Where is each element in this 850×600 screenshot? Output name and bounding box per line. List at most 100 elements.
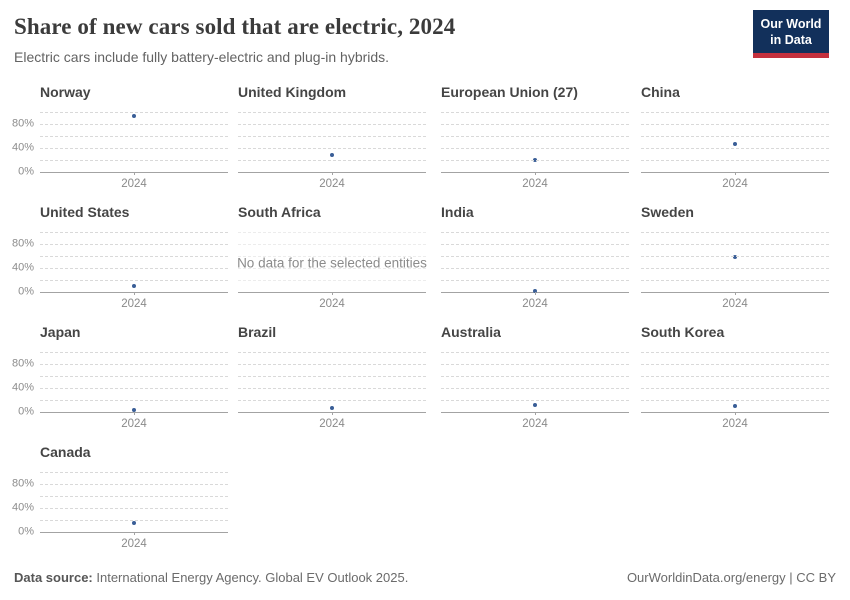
gridline-40pct: [441, 388, 629, 389]
data-point[interactable]: [132, 408, 136, 413]
facet-title: South Korea: [641, 324, 725, 340]
gridline-80pct: [441, 124, 629, 125]
data-point[interactable]: [132, 114, 136, 119]
gridline-40pct: [238, 388, 426, 389]
page-title: Share of new cars sold that are electric…: [14, 14, 456, 39]
gridline-20pct: [441, 160, 629, 161]
x-axis-tick: [332, 172, 333, 175]
gridline-20pct: [641, 400, 829, 401]
gridline-100pct: [441, 112, 629, 113]
data-source-label: Data source:: [14, 570, 93, 585]
gridline-80pct: [238, 244, 426, 245]
facet-plot: 2024: [238, 352, 426, 430]
gridline-100pct: [40, 112, 228, 113]
gridline-80pct: [238, 364, 426, 365]
gridline-40pct: [40, 388, 228, 389]
gridline-100pct: [441, 352, 629, 353]
facet-title: Japan: [40, 324, 81, 340]
facet: South Korea 2024: [641, 324, 829, 430]
x-axis-tick: [535, 292, 536, 295]
facet-title: United Kingdom: [238, 84, 347, 100]
x-axis-tick: [134, 412, 135, 415]
data-point[interactable]: [330, 153, 334, 158]
y-axis-tick-label: 40%: [11, 261, 34, 274]
credit-link[interactable]: OurWorldinData.org/energy | CC BY: [626, 570, 836, 585]
facet-title: United States: [40, 204, 130, 220]
data-point[interactable]: [733, 141, 737, 146]
gridline-100pct: [641, 112, 829, 113]
data-point[interactable]: [533, 402, 537, 407]
gridline-60pct: [641, 136, 829, 137]
y-axis-tick-label: 80%: [11, 477, 34, 490]
y-axis-tick-label: 80%: [11, 117, 34, 130]
x-axis-label: 2024: [722, 418, 748, 430]
gridline-80pct: [641, 124, 829, 125]
gridline-20pct: [641, 280, 829, 281]
facet: China 2024: [641, 84, 829, 190]
data-point[interactable]: [132, 521, 136, 525]
gridline-40pct: [40, 148, 228, 149]
facet: United States 2024 0% 40% 80%: [12, 204, 228, 310]
facet-title: India: [441, 204, 474, 220]
facet-title: Norway: [40, 84, 91, 100]
facet: United Kingdom 2024: [238, 84, 426, 190]
x-axis-label: 2024: [722, 298, 748, 310]
facet-plot: 2024 0% 40% 80%: [12, 112, 228, 190]
x-axis-tick: [134, 172, 135, 175]
x-axis-label: 2024: [121, 298, 147, 310]
x-axis-label: 2024: [522, 418, 548, 430]
gridline-100pct: [40, 352, 228, 353]
y-axis-tick-label: 80%: [11, 357, 34, 370]
facet-plot: 2024 0% 40% 80%: [12, 352, 228, 430]
gridline-100pct: [441, 232, 629, 233]
gridline-40pct: [238, 148, 426, 149]
data-point[interactable]: [533, 288, 537, 293]
gridline-20pct: [238, 280, 426, 281]
page-subtitle: Electric cars include fully battery-elec…: [14, 49, 390, 65]
gridline-40pct: [441, 148, 629, 149]
facet-title: European Union (27): [441, 84, 578, 100]
x-axis-tick: [134, 292, 135, 295]
data-source-text: International Energy Agency. Global EV O…: [92, 570, 409, 585]
gridline-80pct: [40, 364, 228, 365]
y-axis-tick-label: 40%: [11, 141, 34, 154]
gridline-100pct: [238, 112, 426, 113]
gridline-20pct: [238, 160, 426, 161]
data-point[interactable]: [733, 255, 737, 260]
gridline-60pct: [441, 376, 629, 377]
x-axis-label: 2024: [121, 538, 147, 550]
y-axis-tick-label: 0%: [18, 405, 34, 418]
x-axis-label: 2024: [121, 418, 147, 430]
data-point[interactable]: [330, 405, 334, 410]
gridline-60pct: [441, 256, 629, 257]
gridline-20pct: [40, 280, 228, 281]
facet: Sweden 2024: [641, 204, 829, 310]
gridline-20pct: [641, 160, 829, 161]
y-axis-tick-label: 0%: [18, 165, 34, 178]
gridline-100pct: [641, 232, 829, 233]
gridline-60pct: [441, 136, 629, 137]
x-axis-tick: [134, 532, 135, 535]
facet: South Africa No data for the selected en…: [237, 204, 427, 310]
facet: Japan 2024 0% 40% 80%: [12, 324, 228, 430]
gridline-20pct: [441, 280, 629, 281]
facet: India 2024: [441, 204, 629, 310]
facet-title: Canada: [40, 444, 91, 460]
x-axis-tick: [332, 292, 333, 295]
data-point[interactable]: [132, 284, 136, 288]
gridline-40pct: [441, 268, 629, 269]
gridline-60pct: [238, 256, 426, 257]
gridline-20pct: [40, 400, 228, 401]
facet-plot: 2024: [441, 232, 629, 310]
facet-plot: 2024: [641, 352, 829, 430]
y-axis-tick-label: 80%: [11, 237, 34, 250]
data-source-note: Data source: International Energy Agency…: [14, 570, 408, 585]
y-axis-tick-label: 0%: [18, 285, 34, 298]
gridline-40pct: [641, 388, 829, 389]
gridline-80pct: [641, 364, 829, 365]
gridline-20pct: [238, 400, 426, 401]
gridline-60pct: [238, 136, 426, 137]
data-point[interactable]: [733, 404, 737, 408]
owid-logo[interactable]: Our World in Data: [753, 10, 829, 59]
gridline-80pct: [441, 244, 629, 245]
